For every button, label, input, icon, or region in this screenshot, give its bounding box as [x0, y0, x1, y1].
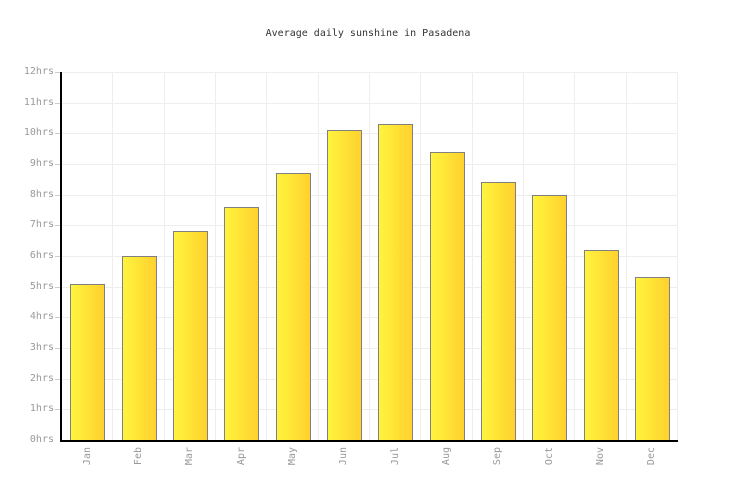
y-axis-label: 0hrs — [29, 434, 54, 445]
v-gridline — [626, 72, 627, 440]
h-gridline — [62, 256, 678, 257]
x-axis-label: Sep — [492, 447, 504, 466]
v-gridline — [472, 72, 473, 440]
v-gridline — [677, 72, 678, 440]
bar-mar[interactable] — [172, 231, 208, 440]
y-axis-label: 12hrs — [23, 66, 54, 77]
v-gridline — [164, 72, 165, 440]
y-tick-mark — [55, 194, 60, 196]
x-axis-label: Feb — [133, 447, 144, 466]
y-axis-label: 7hrs — [29, 219, 54, 231]
h-gridline — [62, 194, 678, 196]
h-gridline — [62, 225, 678, 227]
y-axis-label: 4hrs — [29, 311, 54, 323]
x-axis-label: Oct — [543, 447, 555, 466]
bar-oct[interactable] — [532, 195, 568, 440]
h-gridline — [62, 133, 678, 135]
plot-area: 0hrs 1hrs 2hrs 3hrs 4hrs 5hrs 6hrs 7hrs 8hrs 9hrs… — [24, 66, 678, 465]
bar-feb[interactable] — [121, 256, 157, 440]
bar-nov[interactable] — [583, 250, 619, 440]
h-gridline — [62, 164, 678, 165]
x-axis-label: Aug — [441, 447, 452, 466]
h-gridline — [62, 409, 678, 411]
y-tick-mark — [55, 256, 60, 257]
y-tick-mark — [55, 102, 60, 104]
y-tick-mark — [55, 348, 60, 349]
bar-jun[interactable] — [326, 130, 362, 440]
x-axis-label: Mar — [184, 447, 196, 466]
y-axis-label: 10hrs — [23, 127, 54, 139]
y-tick-mark — [55, 133, 60, 135]
y-tick-mark — [55, 164, 60, 165]
y-axis-label: 3hrs — [29, 342, 54, 353]
v-gridline — [523, 72, 524, 440]
y-axis-label: 6hrs — [29, 250, 54, 261]
bar-jul[interactable] — [378, 124, 414, 440]
h-gridline — [62, 102, 678, 104]
h-gridline — [62, 378, 678, 380]
v-gridline — [574, 72, 575, 440]
x-axis-label: Jan — [81, 447, 93, 466]
v-gridline — [369, 72, 370, 440]
x-axis-label: Dec — [646, 447, 658, 466]
v-gridline — [420, 72, 421, 440]
h-gridline — [62, 286, 678, 288]
y-tick-mark — [55, 378, 60, 380]
h-gridline — [62, 348, 678, 349]
y-tick-mark — [55, 72, 60, 73]
bar-jan[interactable] — [70, 284, 106, 440]
bar-may[interactable] — [275, 173, 311, 440]
bar-dec[interactable] — [634, 277, 670, 440]
y-axis-label: 5hrs — [29, 280, 54, 292]
y-tick-mark — [55, 409, 60, 411]
y-axis-label: 2hrs — [29, 372, 54, 384]
v-gridline — [215, 72, 216, 440]
y-axis-label: 11hrs — [23, 96, 54, 108]
chart-title: Average daily sunshine in Pasadena — [265, 28, 471, 39]
y-tick-mark — [55, 317, 60, 319]
x-axis-label: Apr — [235, 447, 247, 466]
bar-sep[interactable] — [480, 182, 516, 440]
h-gridline — [62, 317, 678, 319]
x-axis-label: May — [287, 447, 298, 466]
x-axis-label: Jul — [389, 447, 401, 466]
y-axis-label: 8hrs — [29, 188, 54, 200]
h-gridline — [62, 72, 678, 73]
v-gridline — [266, 72, 267, 440]
bar-aug[interactable] — [429, 152, 465, 440]
x-axis-label: Jun — [338, 447, 350, 466]
y-axis-label: 1hrs — [29, 403, 54, 415]
v-gridline — [112, 72, 113, 440]
y-tick-mark — [55, 225, 60, 227]
y-tick-mark — [55, 286, 60, 288]
y-axis-label: 9hrs — [29, 158, 54, 169]
v-gridline — [318, 72, 319, 440]
x-axis-label: Nov — [595, 447, 606, 466]
bar-apr[interactable] — [224, 207, 260, 440]
